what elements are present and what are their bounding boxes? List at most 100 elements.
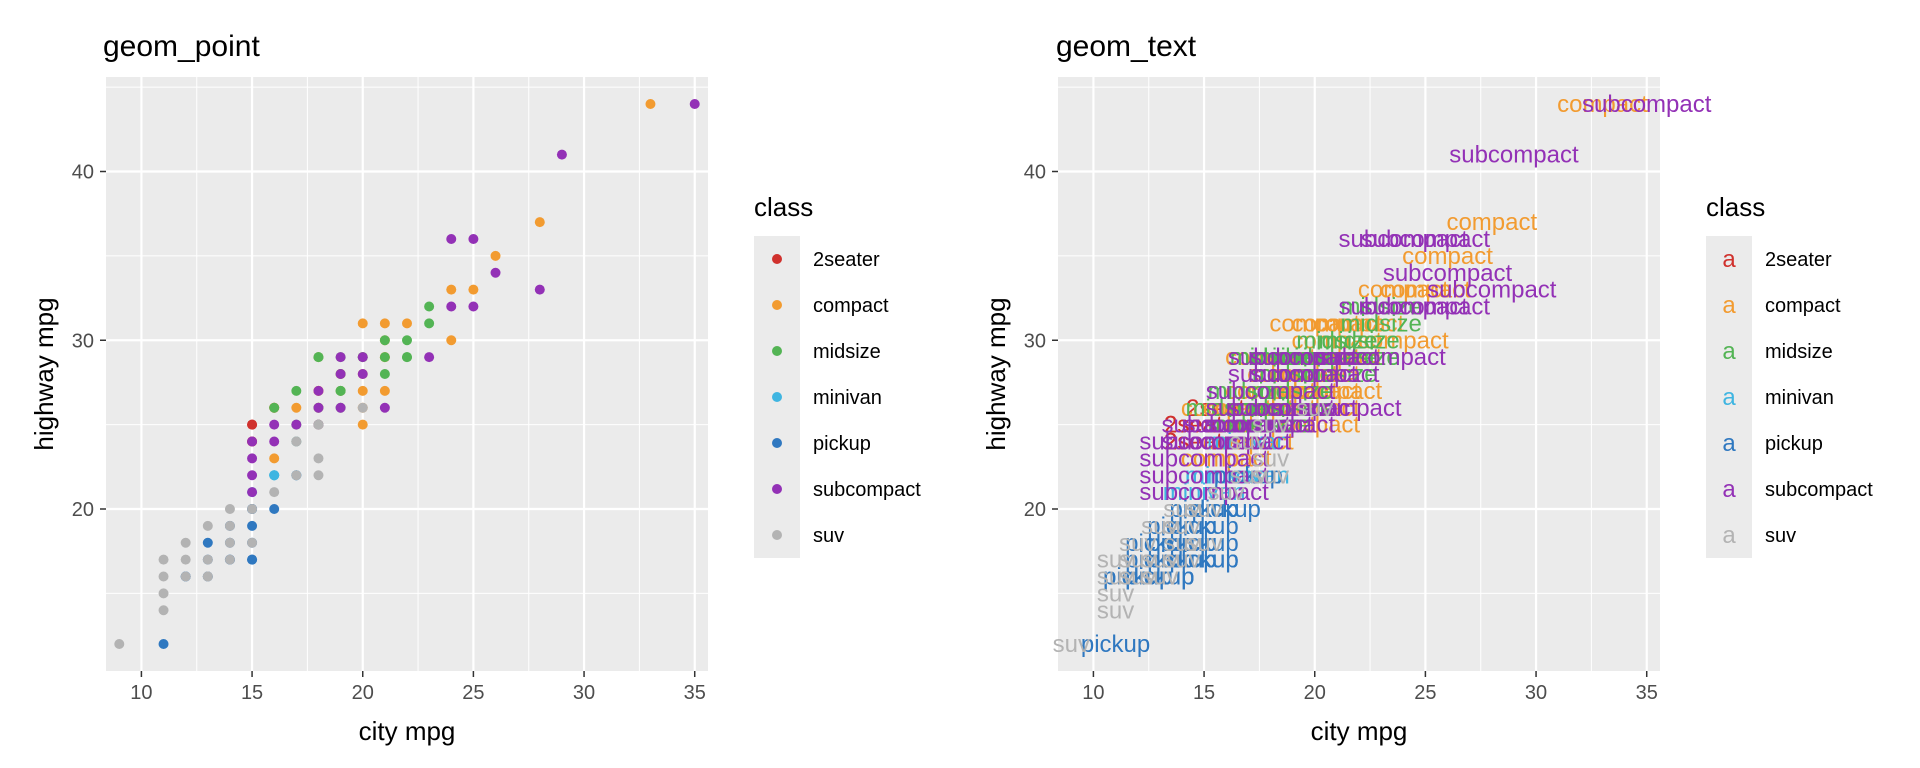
legend-label-midsize: midsize [1765,341,1833,363]
point-label-compact: compact [1247,361,1338,388]
data-point-compact [269,453,280,464]
data-point-subcompact [468,234,479,244]
legend-key-compact [772,300,782,310]
legend-key-background [1706,420,1752,466]
data-point-subcompact [490,267,501,278]
legend-key-pickup: a [1722,430,1736,457]
point-label-2seater: 2seater [1164,429,1244,456]
point-label-pickup: pickup [1103,564,1172,591]
legend-key-2seater: a [1722,246,1736,273]
data-point-midsize [379,369,390,379]
point-label-compact: compact [1380,277,1471,304]
point-label-midsize: midsize [1296,327,1377,354]
point-label-pickup: pickup [1169,496,1238,523]
legend-key-2seater [772,254,782,264]
point-label-pickup: pickup [1147,530,1216,557]
point-label-midsize: midsize [1274,344,1355,371]
point-label-suv: suv [1097,597,1134,624]
y-tick-label: 20 [1024,499,1046,521]
data-point-suv [180,554,191,565]
point-label-suv: suv [1119,530,1156,557]
gridlines [1058,77,1660,671]
data-point-subcompact [335,352,346,363]
data-point-suv [291,470,302,481]
data-point-midsize [335,385,346,396]
data-point-suv [247,537,258,548]
legend-label-compact: compact [1765,295,1841,317]
data-point-suv [158,605,169,616]
point-label-compact: compact [1269,344,1360,371]
point-label-midsize: midsize [1274,344,1355,371]
legend-key-suv [772,530,782,540]
data-point-midsize [424,318,435,329]
data-point-suv [158,588,169,599]
data-point-midsize [379,352,390,363]
x-tick-label: 15 [1193,682,1215,704]
data-point-compact [291,402,302,413]
point-label-pickup: pickup [1125,564,1194,591]
point-label-pickup: pickup [1103,564,1172,591]
text-labels: 2seater2seater2seater2seater2seatercompa… [1053,91,1712,658]
point-label-subcompact: subcompact [1383,260,1513,287]
point-label-midsize: midsize [1296,344,1377,371]
x-tick-label: 25 [462,682,484,704]
point-label-subcompact: subcompact [1228,344,1358,371]
point-label-subcompact: subcompact [1228,361,1358,388]
point-label-suv: suv [1163,513,1200,540]
point-label-midsize: midsize [1340,294,1421,321]
y-tick-label: 20 [72,499,94,521]
data-point-subcompact [247,436,258,447]
data-point-compact [402,318,412,329]
point-label-midsize: midsize [1230,344,1311,371]
point-label-compact: compact [1269,310,1360,337]
point-label-subcompact: subcompact [1162,412,1292,439]
x-tick-label: 15 [241,682,263,704]
point-label-pickup: pickup [1169,547,1238,574]
gridlines [106,77,708,671]
point-label-subcompact: subcompact [1582,91,1712,118]
data-point-minivan [269,470,280,481]
data-point-pickup [269,504,280,514]
point-label-pickup: pickup [1169,530,1238,557]
legend-key-background [1706,236,1752,282]
data-point-suv [224,554,235,565]
point-label-compact: compact [1247,361,1338,388]
legend-title: class [754,192,813,222]
legend-key-subcompact: a [1722,476,1736,503]
point-label-compact: compact [1269,361,1360,388]
point-label-compact: compact [1225,412,1316,439]
data-point-subcompact [556,149,567,160]
point-label-compact: compact [1292,344,1383,371]
data-point-subcompact [357,369,368,379]
data-point-compact [446,284,457,295]
legend-key-compact: a [1722,292,1736,319]
point-label-suv: suv [1119,547,1156,574]
legend-key-midsize [772,346,782,356]
x-axis-title: city mpg [359,716,456,746]
point-label-suv: suv [1296,395,1333,422]
data-point-pickup [202,537,213,548]
data-point-subcompact [313,385,324,396]
point-label-subcompact: subcompact [1427,277,1557,304]
point-label-pickup: pickup [1169,496,1238,523]
point-label-subcompact: subcompact [1139,462,1269,489]
point-label-midsize: midsize [1252,395,1333,422]
point-label-suv: suv [1163,496,1200,523]
legend-label-subcompact: subcompact [813,479,921,501]
data-point-pickup [158,639,169,649]
legend-key-background [1706,512,1752,558]
data-point-suv [224,504,235,514]
plot-panel-background [1058,77,1660,671]
point-label-subcompact: subcompact [1339,226,1469,253]
legend-key-background [1706,282,1752,328]
point-label-subcompact: subcompact [1139,429,1269,456]
data-point-suv [224,520,235,531]
data-point-midsize [379,335,390,346]
data-point-suv [202,571,213,582]
data-point-subcompact [357,352,368,363]
data-point-suv [158,554,169,565]
point-label-subcompact: subcompact [1339,294,1469,321]
y-tick-label: 40 [1024,162,1046,184]
point-label-compact: compact [1292,327,1383,354]
data-point-suv [202,520,213,531]
